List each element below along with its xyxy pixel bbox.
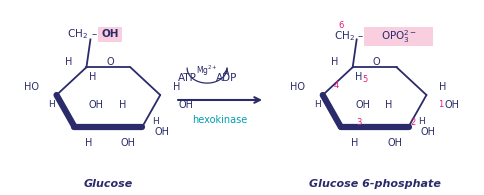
Text: Mg$^{2+}$: Mg$^{2+}$ [196, 64, 218, 78]
Text: OPO$_3^{2-}$: OPO$_3^{2-}$ [380, 28, 416, 45]
Text: ATP: ATP [177, 73, 196, 83]
FancyBboxPatch shape [363, 27, 433, 46]
Text: HO: HO [24, 82, 39, 92]
Text: 5: 5 [361, 75, 366, 84]
Text: O: O [106, 57, 114, 67]
Text: OH: OH [102, 29, 119, 39]
Text: OH: OH [178, 100, 193, 110]
Text: H: H [384, 100, 392, 110]
Text: ADP: ADP [216, 73, 237, 83]
Text: H: H [85, 138, 92, 148]
Text: H: H [350, 138, 358, 148]
Text: H: H [418, 117, 424, 126]
Text: 4: 4 [333, 81, 339, 90]
Text: 3: 3 [355, 118, 361, 127]
Text: H: H [331, 57, 338, 67]
Text: H: H [119, 100, 126, 110]
Text: OH: OH [354, 100, 369, 110]
Text: CH$_2$: CH$_2$ [333, 29, 354, 43]
Text: Glucose 6-phosphate: Glucose 6-phosphate [308, 179, 439, 189]
Text: 1: 1 [437, 100, 442, 109]
Text: HO: HO [289, 82, 304, 92]
Text: –: – [91, 29, 96, 39]
Text: CH$_2$: CH$_2$ [67, 27, 88, 41]
Text: H: H [354, 72, 362, 82]
Text: O: O [372, 57, 379, 67]
Text: OH: OH [443, 100, 458, 110]
Text: OH: OH [386, 138, 401, 148]
Text: H: H [65, 57, 72, 67]
Text: H: H [314, 100, 320, 109]
Text: OH: OH [89, 100, 104, 110]
FancyBboxPatch shape [98, 27, 122, 42]
Text: –: – [357, 31, 362, 42]
Text: 6: 6 [337, 21, 343, 30]
Text: H: H [89, 72, 96, 82]
Text: OH: OH [154, 127, 169, 137]
Text: H: H [48, 100, 55, 109]
Text: hexokinase: hexokinase [192, 115, 247, 125]
Text: H: H [152, 117, 159, 126]
Text: OH: OH [121, 138, 136, 148]
Text: H: H [172, 82, 180, 92]
Text: 2: 2 [410, 118, 415, 127]
Text: OH: OH [420, 127, 435, 137]
Text: H: H [438, 82, 445, 92]
Text: Glucose: Glucose [84, 179, 133, 189]
